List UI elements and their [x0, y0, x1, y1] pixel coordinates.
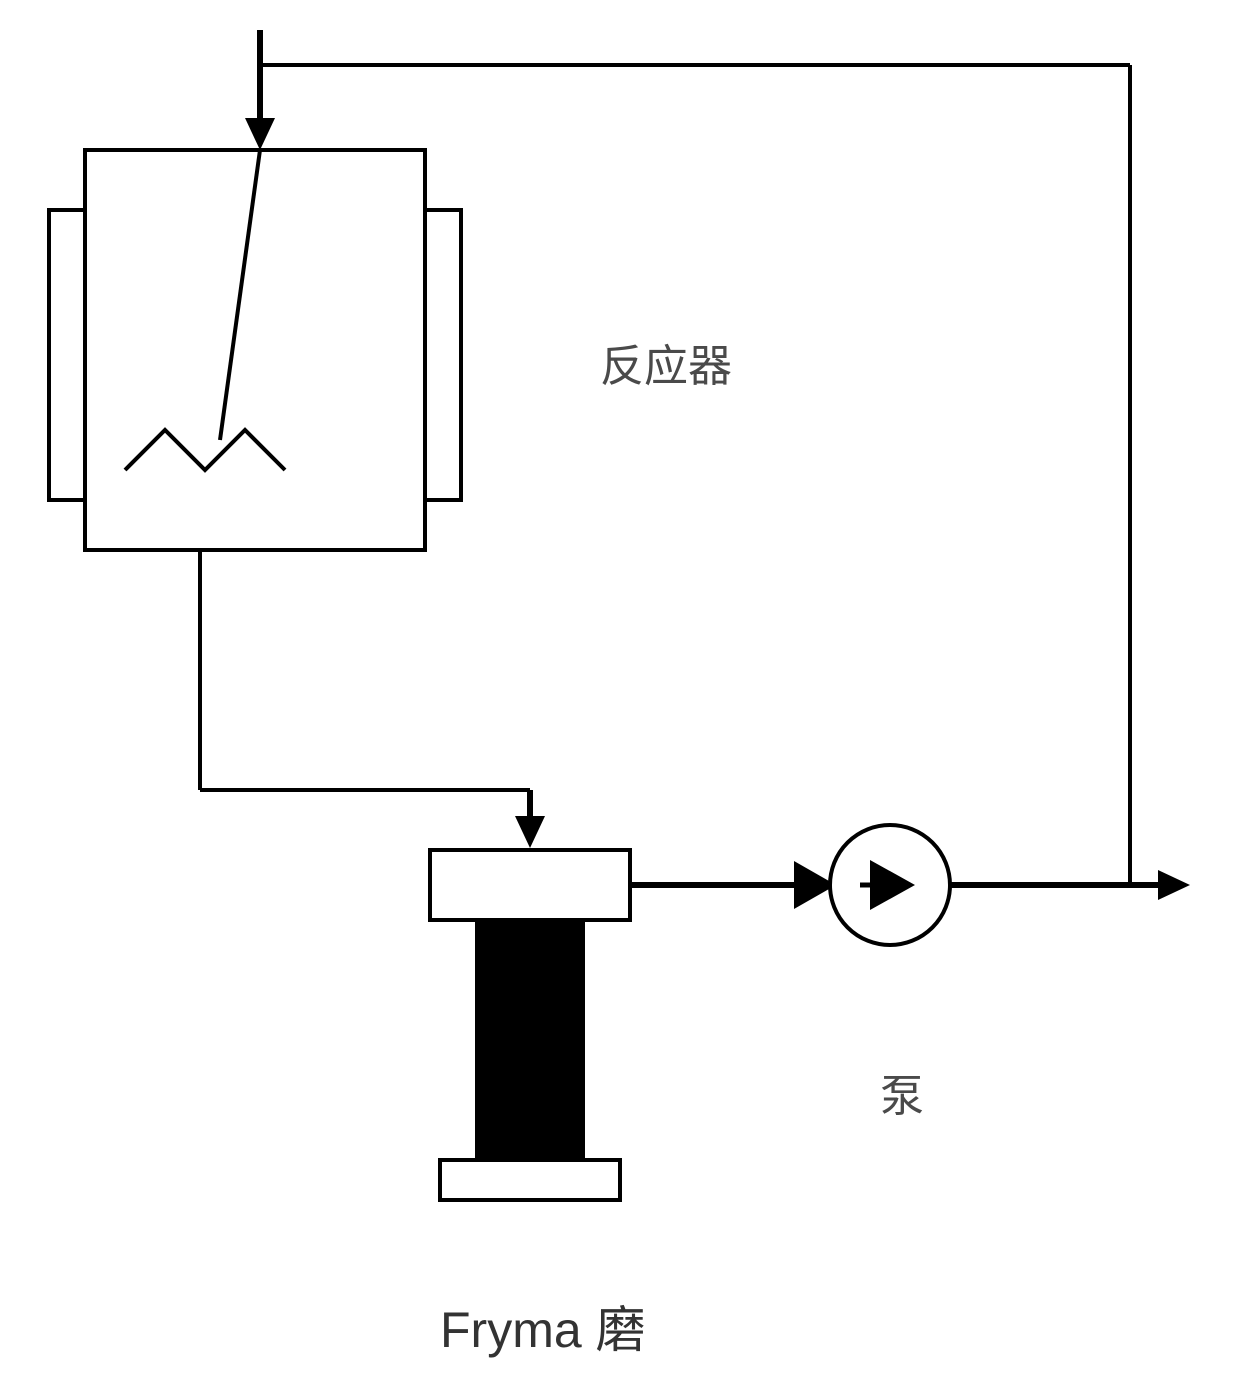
process-flow-diagram: 反应器 泵 Fryma 磨 [0, 0, 1242, 1394]
fryma-mill [430, 850, 630, 1200]
pump-label: 泵 [880, 1060, 924, 1124]
inlet-arrow [245, 30, 275, 150]
reactor-label: 反应器 [600, 330, 732, 394]
diagram-svg [0, 0, 1242, 1394]
pump [830, 825, 950, 945]
reactor-vessel [49, 150, 461, 550]
mill-label: Fryma 磨 [440, 1290, 646, 1362]
reactor-to-mill-line [200, 550, 545, 848]
